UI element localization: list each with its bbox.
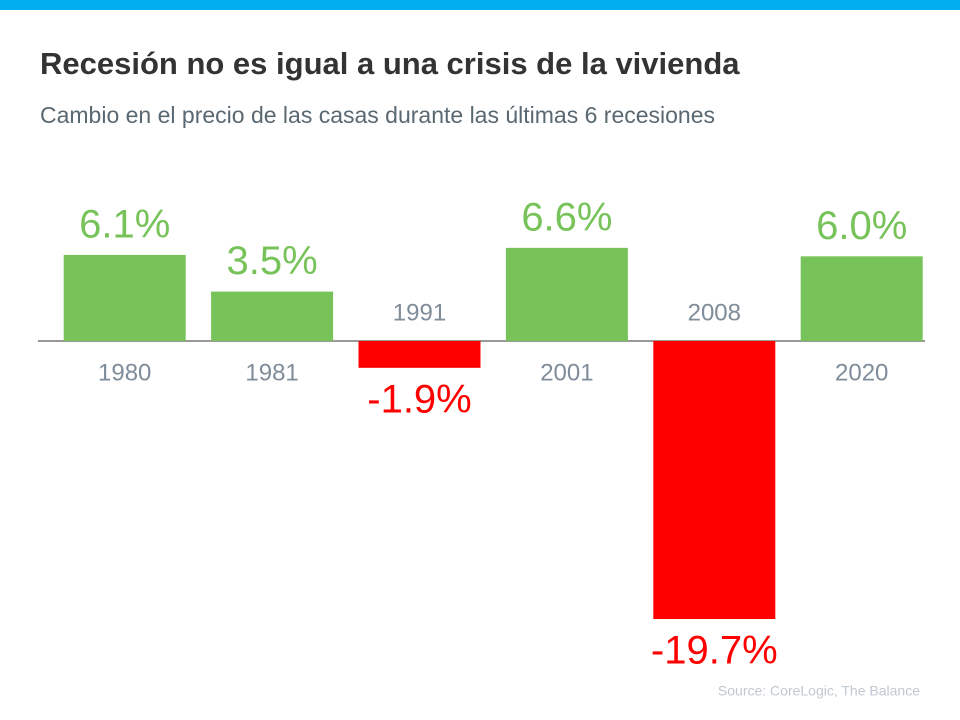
x-tick-label: 1991 xyxy=(393,299,446,326)
x-tick-label: 2008 xyxy=(688,299,741,326)
value-label: 3.5% xyxy=(227,239,318,283)
chart-title: Recesión no es igual a una crisis de la … xyxy=(40,46,740,81)
bar xyxy=(800,256,923,341)
source: Source: CoreLogic, The Balance xyxy=(718,683,920,699)
value-label: -19.7% xyxy=(651,629,778,673)
value-label: -1.9% xyxy=(367,377,472,421)
value-label: 6.1% xyxy=(79,202,170,246)
bar xyxy=(63,254,186,341)
x-tick-label: 1981 xyxy=(245,359,298,386)
bar xyxy=(211,291,334,341)
value-label: 6.6% xyxy=(521,195,612,239)
bar xyxy=(358,341,481,368)
x-tick-label: 1980 xyxy=(98,359,151,386)
top-bar xyxy=(0,0,960,10)
bar xyxy=(505,247,628,341)
value-label: 6.0% xyxy=(816,204,907,248)
bar xyxy=(653,341,776,619)
chart-subtitle: Cambio en el precio de las casas durante… xyxy=(40,102,715,128)
x-tick-label: 2020 xyxy=(835,359,888,386)
x-tick-label: 2001 xyxy=(540,359,593,386)
